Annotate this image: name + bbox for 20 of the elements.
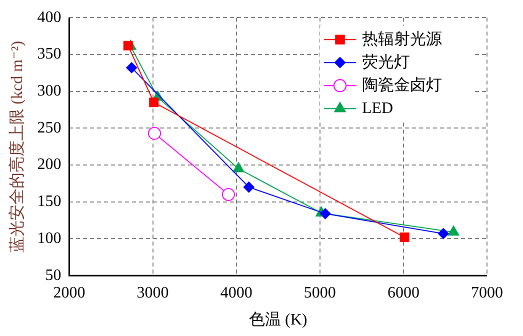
x-tick-label: 3000 [136,284,169,302]
x-tick-label: 2000 [53,284,86,302]
x-tick-label: 7000 [471,284,503,302]
x-axis-title: 色温 (K) [248,312,308,329]
x-tick-label: 6000 [387,284,420,302]
y-tick-label: 400 [37,8,62,26]
y-axis-title: 蓝光安全的亮度上限 (kcd m⁻²) [8,40,26,252]
y-tick-label: 150 [37,193,62,210]
x-tick-label: 5000 [304,284,336,302]
y-tick-label: 200 [37,156,62,174]
legend-label: 荧光灯 [362,52,410,71]
legend-label: 热辐射光源 [362,30,442,48]
y-tick-label: 100 [37,230,62,247]
y-tick-label: 50 [45,266,62,284]
y-tick-label: 300 [37,82,62,100]
legend-label: 陶瓷金卤灯 [362,76,442,94]
x-tick-label: 4000 [220,284,252,302]
y-tick-label: 350 [37,46,62,63]
legend-label: LED [362,100,394,117]
y-tick-label: 250 [37,119,62,136]
